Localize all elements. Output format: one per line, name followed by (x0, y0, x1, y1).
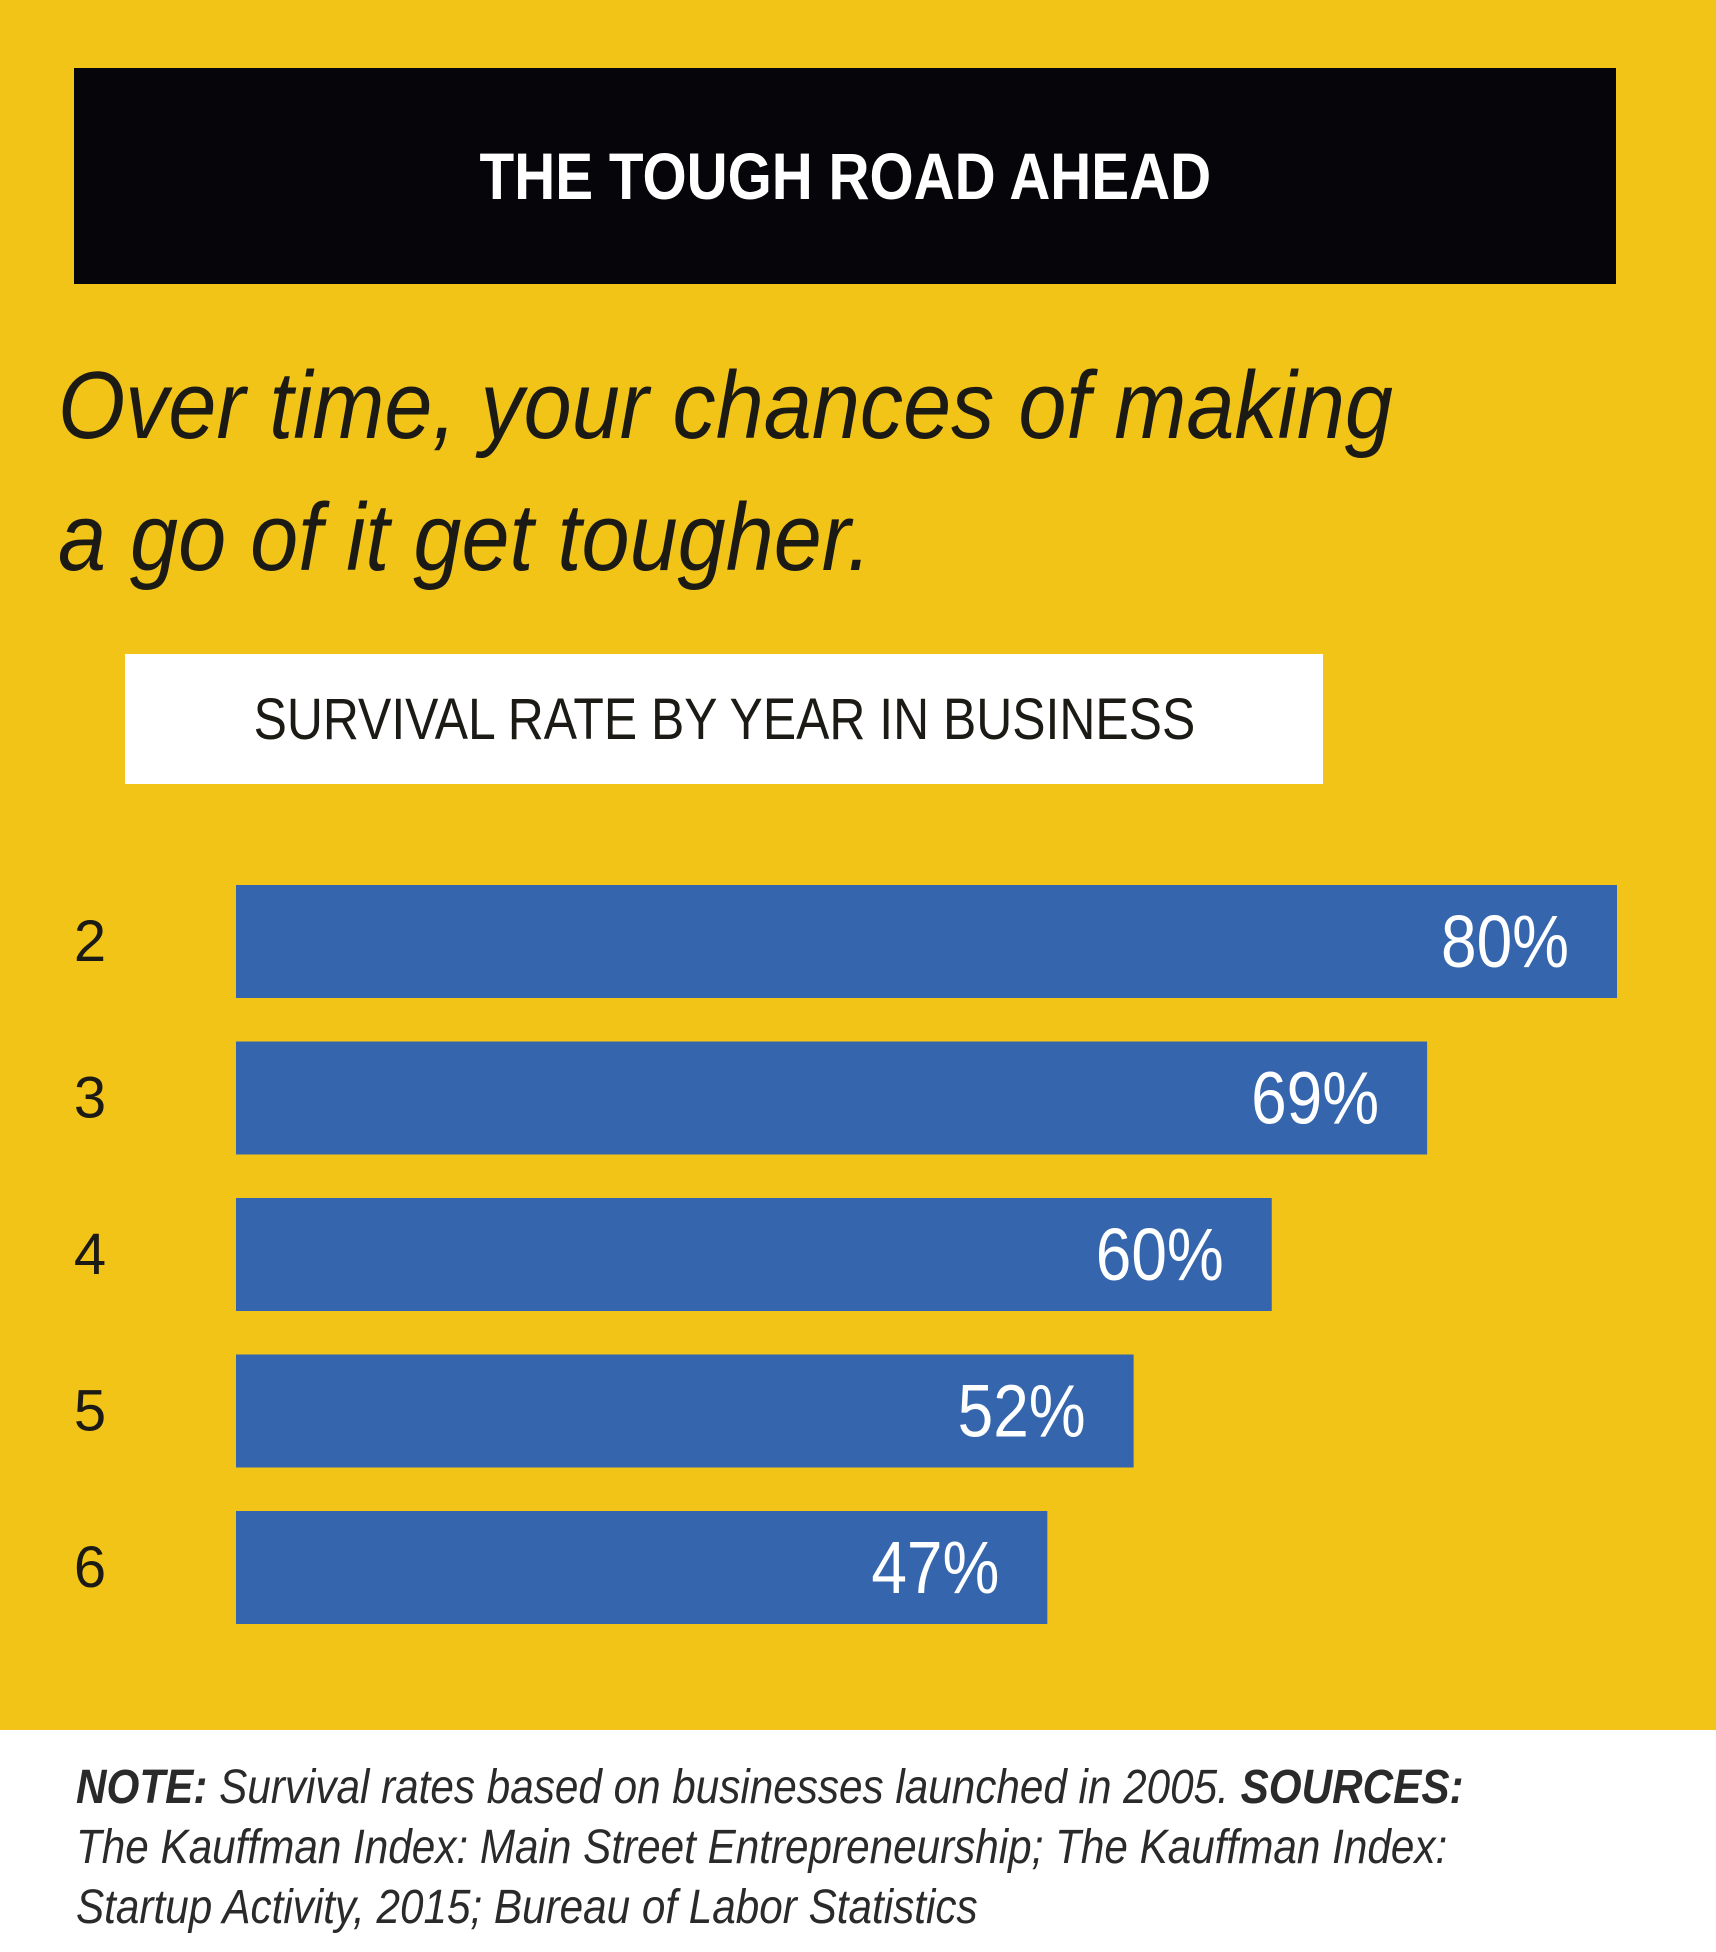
value-label-year-2: 80% (1441, 900, 1569, 983)
note-label: NOTE: (76, 1761, 208, 1814)
bar-year-3 (236, 1041, 1428, 1155)
value-label-year-6: 47% (871, 1526, 999, 1609)
survival-rate-bar-chart: 2 80% 3 69% 4 60% 5 52% 6 47% (74, 885, 1617, 1624)
bar-year-4 (236, 1198, 1272, 1311)
category-label-3: 3 (74, 1066, 106, 1131)
subtitle-line-2: a go of it get tougher. (58, 484, 872, 591)
title-bar: THE TOUGH ROAD AHEAD (74, 68, 1616, 284)
note-text: Survival rates based on businesses launc… (219, 1761, 1229, 1814)
footnote: NOTE: Survival rates based on businesses… (76, 1758, 1502, 1938)
subtitle: Over time, your chances of making a go o… (58, 340, 1498, 604)
chart-title: SURVIVAL RATE BY YEAR IN BUSINESS (253, 686, 1195, 752)
bar-year-2 (236, 885, 1617, 998)
category-label-2: 2 (74, 909, 106, 974)
value-label-year-5: 52% (958, 1370, 1086, 1453)
category-label-5: 5 (74, 1379, 106, 1444)
sources-text: The Kauffman Index: Main Street Entrepre… (76, 1821, 1448, 1934)
chart-title-box: SURVIVAL RATE BY YEAR IN BUSINESS (125, 654, 1323, 784)
category-label-4: 4 (74, 1222, 106, 1287)
subtitle-line-1: Over time, your chances of making (58, 352, 1393, 459)
value-label-year-4: 60% (1096, 1213, 1224, 1296)
page-title: THE TOUGH ROAD AHEAD (479, 139, 1211, 213)
category-label-6: 6 (74, 1535, 106, 1600)
value-label-year-3: 69% (1251, 1057, 1379, 1140)
sources-label: SOURCES: (1240, 1761, 1464, 1814)
infographic-panel: THE TOUGH ROAD AHEAD Over time, your cha… (0, 0, 1716, 1730)
bar-year-6 (236, 1511, 1048, 1624)
bar-year-5 (236, 1354, 1134, 1468)
